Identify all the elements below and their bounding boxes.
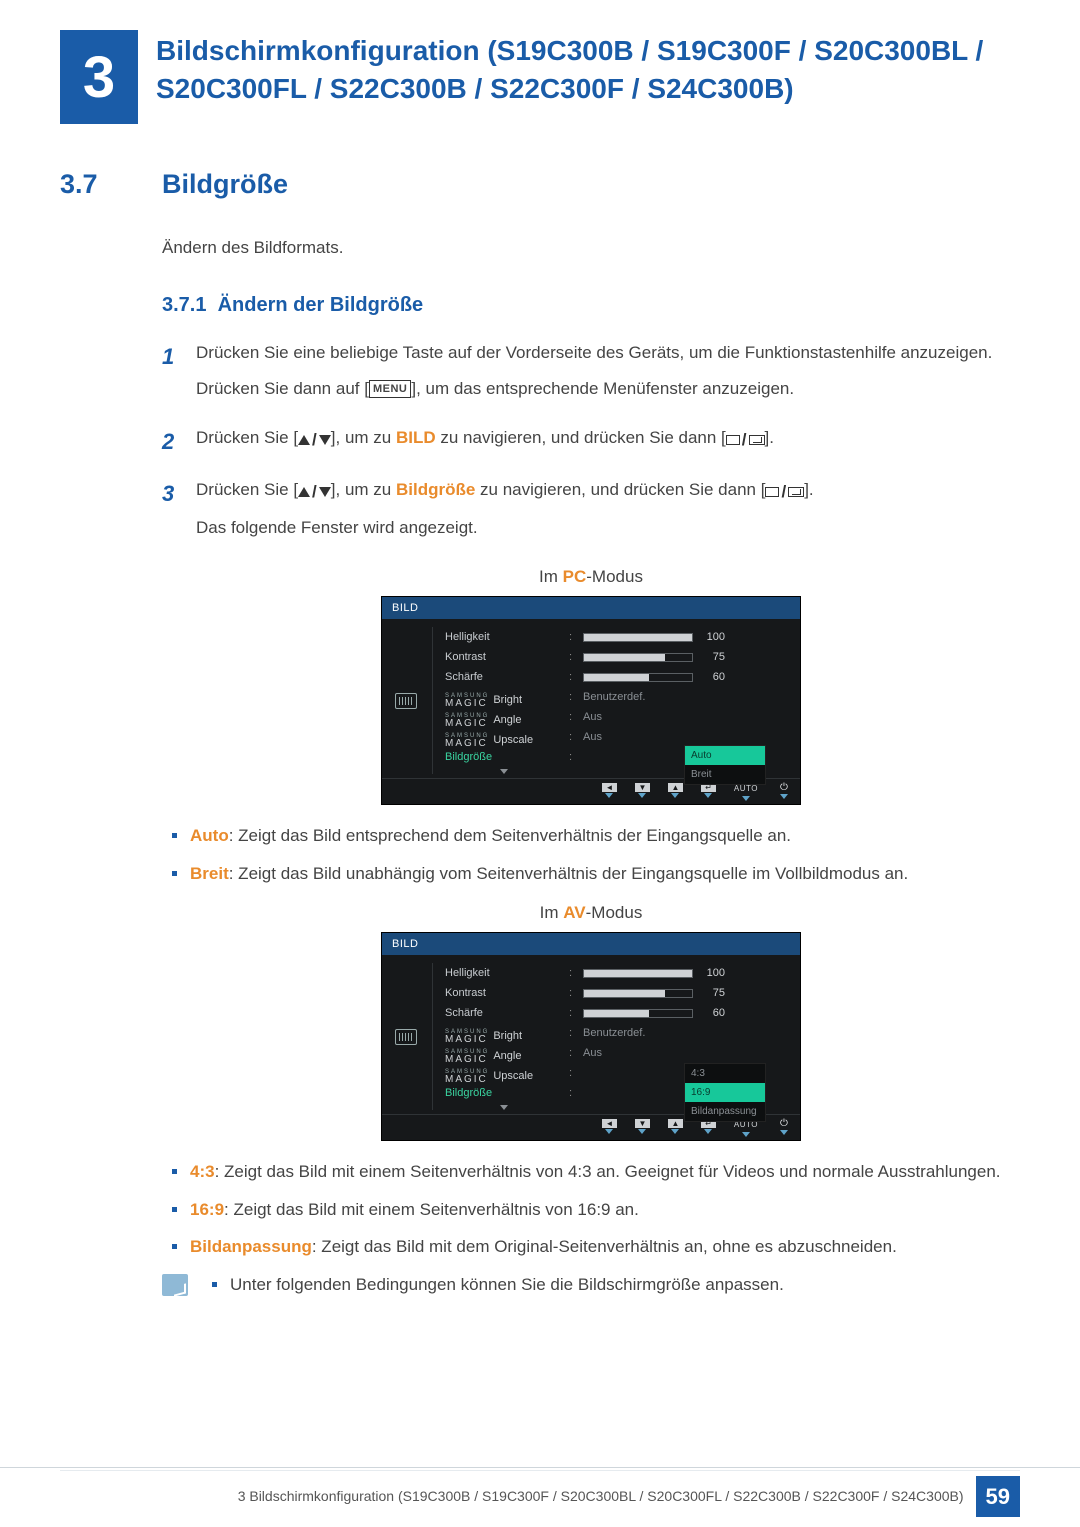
step-number: 2 — [162, 425, 184, 458]
step-1-text-b: Drücken Sie dann auf [MENU], um das ents… — [196, 376, 1020, 402]
osd-category-icon — [395, 693, 417, 709]
nav-enter-icon: ↵ — [701, 783, 716, 798]
section-intro: Ändern des Bildformats. — [162, 235, 1020, 261]
nav-left-icon: ◄ — [602, 1119, 617, 1134]
bullet-bildanpassung: Bildanpassung: Zeigt das Bild mit dem Or… — [162, 1234, 1020, 1260]
osd-row-contrast: Kontrast : 75 — [445, 647, 790, 667]
more-down-icon — [500, 769, 508, 774]
osd-title: BILD — [382, 933, 800, 956]
page-number: 59 — [976, 1476, 1020, 1517]
osd-av-screenshot: BILD Helligkeit : 100 Kontrast : 75 — [381, 932, 801, 1142]
bullet-breit: Breit: Zeigt das Bild unabhängig vom Sei… — [162, 861, 1020, 887]
footer-text: 3 Bildschirmkonfiguration (S19C300B / S1… — [238, 1486, 964, 1507]
osd-pc-screenshot: BILD Helligkeit : 100 Kontrast : 75 — [381, 596, 801, 806]
osd-row-brightness: Helligkeit : 100 — [445, 963, 790, 983]
page-footer: 3 Bildschirmkonfiguration (S19C300B / S1… — [0, 1467, 1080, 1527]
nav-up-icon: ▲ — [668, 783, 683, 798]
av-mode-label: Im AV-Modus — [162, 900, 1020, 926]
popup-item-auto: Auto — [685, 746, 765, 765]
nav-left-icon: ◄ — [602, 783, 617, 798]
step-1-text-a: Drücken Sie eine beliebige Taste auf der… — [196, 340, 1020, 366]
osd-row-magic-bright: SAMSUNGMAGICBright : Benutzerdef. — [445, 1023, 790, 1043]
osd-title: BILD — [382, 597, 800, 620]
up-down-icon: / — [298, 479, 331, 505]
bullet-auto: Auto: Zeigt das Bild entsprechend dem Se… — [162, 823, 1020, 849]
osd-row-magic-upscale: SAMSUNGMAGICUpscale : Aus — [445, 727, 790, 747]
step-number: 3 — [162, 477, 184, 510]
menu-key-icon: MENU — [369, 380, 411, 399]
step-2: 2 Drücken Sie [/], um zu BILD zu navigie… — [162, 425, 1020, 463]
brightness-bar — [584, 634, 692, 641]
osd-row-sharpness: Schärfe : 60 — [445, 1003, 790, 1023]
osd-row-magic-angle: SAMSUNGMAGICAngle : Aus — [445, 707, 790, 727]
note-block: Unter folgenden Bedingungen können Sie d… — [162, 1274, 1020, 1324]
step-number: 1 — [162, 340, 184, 373]
more-down-icon — [500, 1105, 508, 1110]
step-3-text: Drücken Sie [/], um zu Bildgröße zu navi… — [196, 477, 1020, 505]
subsection-number: 3.7.1 — [162, 294, 206, 316]
section-number: 3.7 — [60, 164, 138, 205]
osd-row-magic-angle: SAMSUNGMAGICAngle : Aus — [445, 1043, 790, 1063]
osd-av-popup: 4:3 16:9 Bildanpassung — [684, 1063, 766, 1122]
bullet-16-9: 16:9: Zeigt das Bild mit einem Seitenver… — [162, 1197, 1020, 1223]
section-heading: 3.7 Bildgröße — [60, 164, 1020, 205]
osd-category-icon — [395, 1029, 417, 1045]
nav-auto-icon: AUTO — [734, 783, 758, 801]
chapter-header: 3 Bildschirmkonfiguration (S19C300B / S1… — [60, 30, 1020, 124]
pc-mode-label: Im PC-Modus — [162, 564, 1020, 590]
nav-power-icon: ⏻ — [776, 1119, 792, 1135]
osd-row-sharpness: Schärfe : 60 — [445, 667, 790, 687]
note-icon — [162, 1274, 188, 1296]
bullet-4-3: 4:3: Zeigt das Bild mit einem Seitenverh… — [162, 1159, 1020, 1185]
section-title: Bildgröße — [162, 164, 288, 205]
note-text: Unter folgenden Bedingungen können Sie d… — [202, 1272, 1020, 1298]
pc-bullets: Auto: Zeigt das Bild entsprechend dem Se… — [162, 823, 1020, 886]
chapter-number-box: 3 — [60, 30, 138, 124]
popup-item-4-3: 4:3 — [685, 1064, 765, 1083]
sharpness-bar — [584, 674, 649, 681]
osd-row-magic-bright: SAMSUNGMAGICBright : Benutzerdef. — [445, 687, 790, 707]
select-enter-icon: / — [726, 427, 765, 453]
contrast-bar — [584, 654, 665, 661]
step-2-text: Drücken Sie [/], um zu BILD zu navigiere… — [196, 425, 1020, 453]
page: 3 Bildschirmkonfiguration (S19C300B / S1… — [0, 0, 1080, 1527]
step-3: 3 Drücken Sie [/], um zu Bildgröße zu na… — [162, 477, 1020, 550]
popup-item-breit: Breit — [685, 765, 765, 784]
select-enter-icon: / — [765, 479, 804, 505]
nav-up-icon: ▲ — [668, 1119, 683, 1134]
nav-power-icon: ⏻ — [776, 783, 792, 799]
step-1: 1 Drücken Sie eine beliebige Taste auf d… — [162, 340, 1020, 411]
subsection-heading: 3.7.1 Ändern der Bildgröße — [162, 290, 1020, 320]
osd-row-brightness: Helligkeit : 100 — [445, 627, 790, 647]
step-3-after: Das folgende Fenster wird angezeigt. — [196, 515, 1020, 541]
popup-item-16-9: 16:9 — [685, 1083, 765, 1102]
subsection-title: Ändern der Bildgröße — [218, 294, 424, 316]
bild-keyword: BILD — [396, 428, 436, 447]
bildgroesse-keyword: Bildgröße — [396, 480, 475, 499]
up-down-icon: / — [298, 427, 331, 453]
osd-pc-popup: Auto Breit — [684, 745, 766, 785]
nav-down-icon: ▼ — [635, 783, 650, 798]
av-bullets: 4:3: Zeigt das Bild mit einem Seitenverh… — [162, 1159, 1020, 1260]
nav-down-icon: ▼ — [635, 1119, 650, 1134]
popup-item-bildanpassung: Bildanpassung — [685, 1102, 765, 1121]
chapter-title: Bildschirmkonfiguration (S19C300B / S19C… — [156, 30, 1020, 108]
osd-row-contrast: Kontrast : 75 — [445, 983, 790, 1003]
